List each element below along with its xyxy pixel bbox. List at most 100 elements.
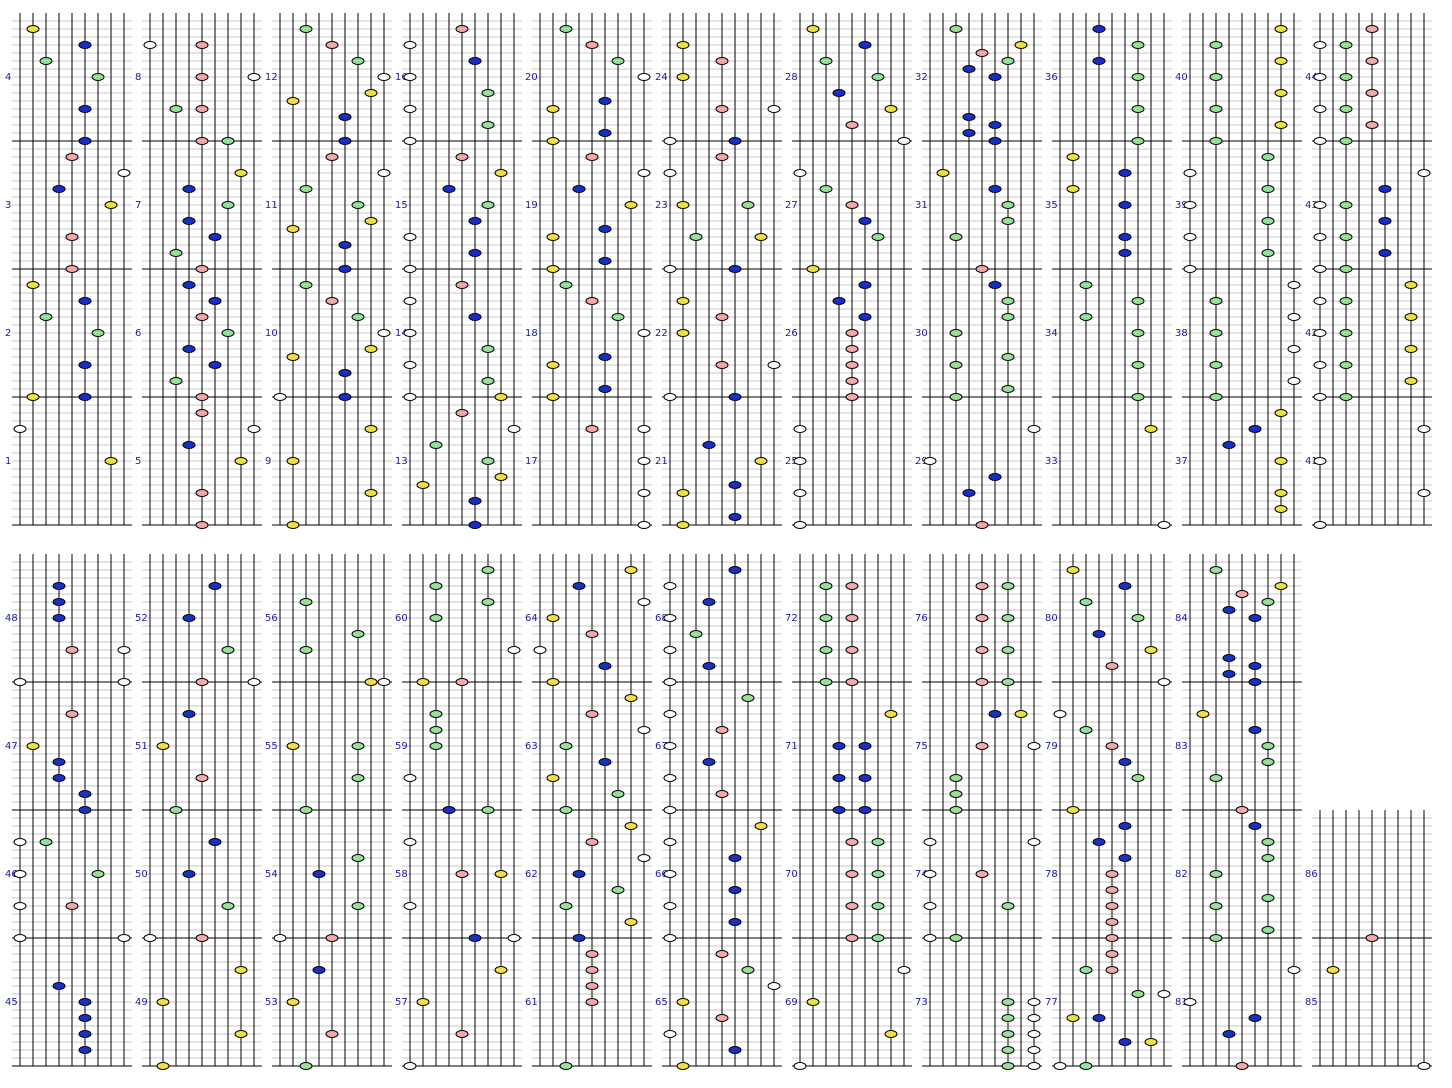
- note: [1339, 73, 1353, 81]
- note: [1404, 281, 1418, 289]
- grid: 1234567891011121314151617181920212223242…: [5, 13, 1432, 1067]
- note: [754, 457, 768, 465]
- note: [702, 758, 716, 766]
- note: [1326, 966, 1340, 974]
- measure-number: 15: [395, 200, 408, 211]
- measure-number: 67: [655, 741, 668, 752]
- note: [1274, 25, 1288, 33]
- note: [715, 1014, 729, 1022]
- note: [364, 425, 378, 433]
- note: [13, 838, 27, 846]
- note: [559, 806, 573, 814]
- note: [1027, 838, 1041, 846]
- note: [793, 489, 807, 497]
- note: [78, 41, 92, 49]
- note: [637, 425, 651, 433]
- note: [455, 1030, 469, 1038]
- note: [1079, 726, 1093, 734]
- note: [1248, 822, 1262, 830]
- note: [676, 297, 690, 305]
- note: [78, 1030, 92, 1038]
- note: [1105, 934, 1119, 942]
- note: [481, 89, 495, 97]
- note: [1066, 153, 1080, 161]
- note: [442, 806, 456, 814]
- measure-number: 6: [135, 328, 141, 339]
- note: [1261, 926, 1275, 934]
- note: [1131, 393, 1145, 401]
- note: [1339, 201, 1353, 209]
- note: [1313, 521, 1327, 529]
- note: [598, 385, 612, 393]
- note: [663, 806, 677, 814]
- note: [676, 201, 690, 209]
- note: [65, 233, 79, 241]
- note: [858, 217, 872, 225]
- note: [169, 377, 183, 385]
- note: [403, 361, 417, 369]
- note: [299, 281, 313, 289]
- note: [1365, 934, 1379, 942]
- note: [1001, 1014, 1015, 1022]
- note: [559, 25, 573, 33]
- measure-number: 17: [525, 456, 538, 467]
- note: [663, 169, 677, 177]
- note: [78, 1046, 92, 1054]
- note: [1131, 41, 1145, 49]
- note: [1209, 774, 1223, 782]
- note: [715, 726, 729, 734]
- note: [1105, 966, 1119, 974]
- note: [1313, 361, 1327, 369]
- note: [104, 201, 118, 209]
- note: [1339, 41, 1353, 49]
- note: [1313, 105, 1327, 113]
- note: [91, 329, 105, 337]
- measure-number: 50: [135, 869, 148, 880]
- note: [546, 265, 560, 273]
- measure-number: 22: [655, 328, 668, 339]
- measure-number: 75: [915, 741, 928, 752]
- note: [1313, 329, 1327, 337]
- note: [1417, 169, 1431, 177]
- note: [1287, 281, 1301, 289]
- note: [1105, 918, 1119, 926]
- note: [949, 233, 963, 241]
- measure-number: 81: [1175, 997, 1188, 1008]
- note: [182, 217, 196, 225]
- note: [1131, 105, 1145, 113]
- note: [975, 49, 989, 57]
- note: [676, 521, 690, 529]
- note: [429, 726, 443, 734]
- note: [156, 742, 170, 750]
- note: [624, 694, 638, 702]
- note: [897, 966, 911, 974]
- note: [1001, 1046, 1015, 1054]
- measure-number: 33: [1045, 456, 1058, 467]
- measure-number: 36: [1045, 72, 1058, 83]
- measure-number: 13: [395, 456, 408, 467]
- note: [1001, 217, 1015, 225]
- measure-number: 32: [915, 72, 928, 83]
- note: [676, 329, 690, 337]
- measure-number: 56: [265, 613, 278, 624]
- note: [1001, 57, 1015, 65]
- note: [104, 457, 118, 465]
- note: [1378, 185, 1392, 193]
- measure-number: 53: [265, 997, 278, 1008]
- note: [13, 934, 27, 942]
- note: [1027, 998, 1041, 1006]
- note: [1001, 353, 1015, 361]
- note: [481, 806, 495, 814]
- note: [1118, 1038, 1132, 1046]
- note: [832, 806, 846, 814]
- note: [546, 233, 560, 241]
- note: [715, 313, 729, 321]
- note: [455, 25, 469, 33]
- measure-number: 11: [265, 200, 278, 211]
- note: [65, 153, 79, 161]
- measure-number: 46: [5, 869, 18, 880]
- note: [663, 774, 677, 782]
- note: [624, 201, 638, 209]
- note: [273, 393, 287, 401]
